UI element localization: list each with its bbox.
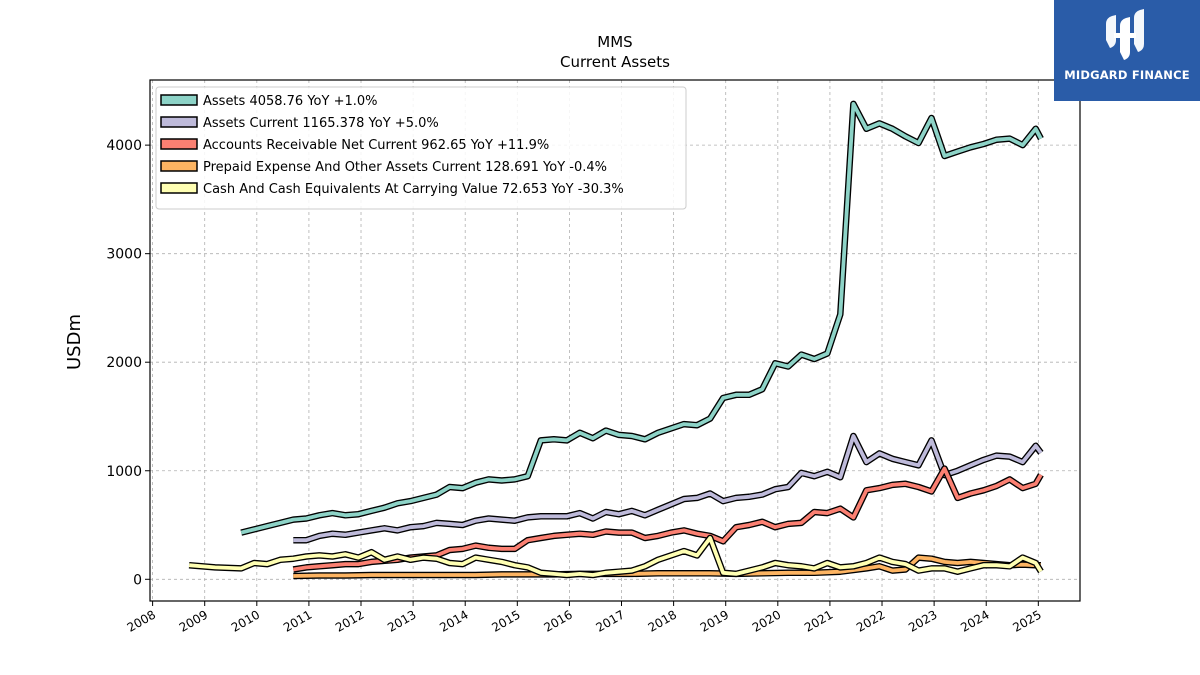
y-axis-label: USDm [64, 314, 85, 370]
x-tick-label: 2018 [646, 607, 679, 634]
x-tick-label: 2023 [906, 607, 939, 634]
legend-label: Assets Current 1165.378 YoY +5.0% [203, 116, 439, 131]
x-ticks: 2008 2009 2010 2011 2012 2013 2014 2015 2016 2017… [125, 601, 1044, 635]
series-line-1 [293, 434, 1043, 543]
x-tick-label: 2021 [802, 607, 835, 634]
brand-name: MIDGARD FINANCE [1064, 68, 1190, 82]
legend-swatch [160, 138, 198, 150]
series-line-4 [188, 536, 1043, 577]
y-tick-label: 3000 [106, 247, 142, 263]
x-tick-label: 2014 [437, 607, 470, 634]
brand-logo: MIDGARD FINANCE [1054, 0, 1200, 101]
y-ticks: 0 1000 2000 3000 4000 [106, 138, 150, 588]
plot-area-frame [149, 79, 1081, 602]
chart-subtitle: Current Assets [560, 53, 670, 71]
y-tick-label: 2000 [106, 355, 142, 371]
y-tick-label: 4000 [106, 138, 142, 154]
legend-swatch [160, 94, 198, 106]
x-tick-label: 2013 [385, 607, 418, 634]
x-tick-label: 2022 [854, 607, 887, 634]
x-tick-label: 2008 [125, 607, 158, 634]
series-line-3 [293, 555, 1041, 578]
legend-label: Cash And Cash Equivalents At Carrying Va… [203, 182, 624, 197]
x-tick-label: 2017 [594, 607, 627, 634]
y-tick-label: 0 [133, 572, 142, 588]
legend-swatch [160, 116, 198, 128]
chart-title: MMS [597, 33, 632, 51]
x-tick-label: 2015 [489, 607, 522, 634]
legend-label: Assets 4058.76 YoY +1.0% [203, 94, 378, 109]
x-tick-label: 2025 [1010, 607, 1043, 634]
legend-swatch [160, 182, 198, 194]
x-tick-label: 2016 [541, 607, 574, 634]
x-tick-label: 2009 [177, 607, 210, 634]
x-tick-label: 2012 [333, 607, 366, 634]
legend-label: Accounts Receivable Net Current 962.65 Y… [203, 138, 549, 153]
x-tick-label: 2011 [281, 607, 314, 634]
series-line-0 [240, 102, 1043, 535]
legend-box [155, 86, 687, 210]
legend: Assets 4058.76 YoY +1.0% Assets Current 1… [155, 86, 687, 210]
x-tick-label: 2010 [229, 607, 262, 634]
y-tick-label: 1000 [106, 464, 142, 480]
legend-label: Prepaid Expense And Other Assets Current… [203, 160, 607, 175]
x-tick-label: 2024 [958, 607, 991, 634]
x-tick-label: 2020 [750, 607, 783, 634]
legend-swatch [160, 160, 198, 172]
series-lines [188, 100, 1044, 580]
brand-logo-icon [1106, 9, 1144, 60]
x-tick-label: 2019 [698, 607, 731, 634]
